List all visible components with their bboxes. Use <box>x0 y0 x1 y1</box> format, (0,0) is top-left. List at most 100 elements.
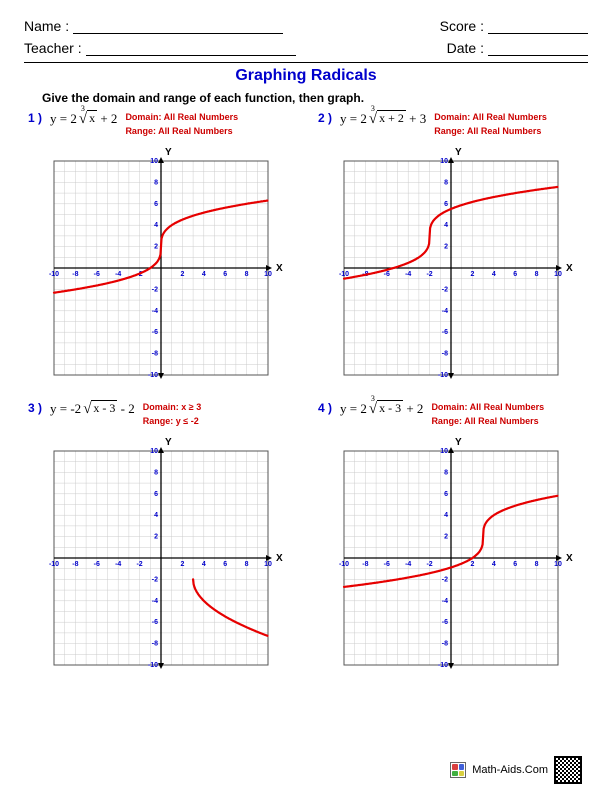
svg-text:8: 8 <box>444 469 448 476</box>
svg-text:-6: -6 <box>442 619 448 626</box>
svg-text:Y: Y <box>455 437 462 448</box>
svg-text:-4: -4 <box>442 308 448 315</box>
svg-text:10: 10 <box>264 271 272 278</box>
svg-text:-2: -2 <box>442 286 448 293</box>
problem-1: 1 ) y = 23√x + 2 Domain: All Real Number… <box>24 111 298 393</box>
name-label: Name : <box>24 18 69 34</box>
svg-text:8: 8 <box>245 561 249 568</box>
svg-text:6: 6 <box>444 491 448 498</box>
svg-text:-6: -6 <box>94 561 100 568</box>
equation: y = 23√x + 2 <box>50 111 117 128</box>
svg-text:2: 2 <box>154 534 158 541</box>
svg-text:-8: -8 <box>152 351 158 358</box>
svg-text:6: 6 <box>154 491 158 498</box>
svg-text:4: 4 <box>202 271 206 278</box>
svg-text:-6: -6 <box>152 329 158 336</box>
svg-text:4: 4 <box>202 561 206 568</box>
graph-2: -10-8-6-4-2246810-10-8-6-4-2246810XY <box>326 143 576 393</box>
svg-text:-2: -2 <box>426 271 432 278</box>
domain-range: Domain: All Real NumbersRange: All Real … <box>431 401 544 428</box>
svg-text:X: X <box>566 553 573 564</box>
svg-text:6: 6 <box>223 561 227 568</box>
svg-text:-6: -6 <box>442 329 448 336</box>
svg-text:8: 8 <box>535 561 539 568</box>
svg-text:-8: -8 <box>152 641 158 648</box>
equation: y = 23√x + 2 + 3 <box>340 111 426 128</box>
svg-text:10: 10 <box>440 158 448 165</box>
svg-text:6: 6 <box>513 271 517 278</box>
svg-text:-8: -8 <box>72 561 78 568</box>
footer-site: Math-Aids.Com <box>472 764 548 776</box>
graph-1: -10-8-6-4-2246810-10-8-6-4-2246810XY <box>36 143 286 393</box>
dice-icon <box>450 762 466 778</box>
svg-text:6: 6 <box>513 561 517 568</box>
svg-text:-4: -4 <box>152 598 158 605</box>
problem-number: 2 ) <box>318 111 332 125</box>
svg-text:10: 10 <box>554 271 562 278</box>
svg-text:10: 10 <box>264 561 272 568</box>
svg-text:-2: -2 <box>152 286 158 293</box>
svg-text:-6: -6 <box>152 619 158 626</box>
equation: y = 23√x - 3 + 2 <box>340 401 423 418</box>
svg-text:2: 2 <box>444 244 448 251</box>
svg-text:-2: -2 <box>426 561 432 568</box>
qr-code-icon <box>554 756 582 784</box>
svg-text:8: 8 <box>154 179 158 186</box>
svg-text:-10: -10 <box>148 662 158 669</box>
svg-text:-2: -2 <box>152 576 158 583</box>
svg-text:X: X <box>276 263 283 274</box>
svg-text:X: X <box>276 553 283 564</box>
date-label: Date : <box>447 40 484 56</box>
score-blank <box>488 33 588 34</box>
svg-text:-10: -10 <box>438 662 448 669</box>
problem-number: 1 ) <box>28 111 42 125</box>
svg-text:-6: -6 <box>384 271 390 278</box>
domain-range: Domain: x ≥ 3Range: y ≤ -2 <box>143 401 201 428</box>
problem-number: 4 ) <box>318 401 332 415</box>
problem-2: 2 ) y = 23√x + 2 + 3 Domain: All Real Nu… <box>314 111 588 393</box>
svg-text:-10: -10 <box>148 372 158 379</box>
svg-text:-10: -10 <box>339 561 349 568</box>
problem-4: 4 ) y = 23√x - 3 + 2 Domain: All Real Nu… <box>314 401 588 683</box>
svg-text:-4: -4 <box>442 598 448 605</box>
teacher-label: Teacher : <box>24 40 82 56</box>
svg-text:4: 4 <box>492 561 496 568</box>
graph-4: -10-8-6-4-2246810-10-8-6-4-2246810XY <box>326 433 576 683</box>
svg-text:6: 6 <box>223 271 227 278</box>
svg-text:-4: -4 <box>405 561 411 568</box>
svg-text:-10: -10 <box>49 271 59 278</box>
svg-text:2: 2 <box>180 271 184 278</box>
domain-range: Domain: All Real NumbersRange: All Real … <box>434 111 547 138</box>
equation: y = -2√x - 3 - 2 <box>50 401 135 418</box>
svg-text:2: 2 <box>154 244 158 251</box>
instruction-text: Give the domain and range of each functi… <box>42 91 588 105</box>
teacher-blank <box>86 55 296 56</box>
footer: Math-Aids.Com <box>450 756 582 784</box>
svg-text:2: 2 <box>444 534 448 541</box>
svg-text:Y: Y <box>165 437 172 448</box>
svg-text:-4: -4 <box>405 271 411 278</box>
svg-text:-8: -8 <box>72 271 78 278</box>
svg-text:2: 2 <box>470 271 474 278</box>
domain-range: Domain: All Real NumbersRange: All Real … <box>125 111 238 138</box>
svg-text:2: 2 <box>180 561 184 568</box>
svg-text:8: 8 <box>444 179 448 186</box>
svg-text:-2: -2 <box>136 561 142 568</box>
svg-text:Y: Y <box>165 147 172 158</box>
svg-text:-10: -10 <box>339 271 349 278</box>
problem-3: 3 ) y = -2√x - 3 - 2 Domain: x ≥ 3Range:… <box>24 401 298 683</box>
score-label: Score : <box>440 18 484 34</box>
svg-text:6: 6 <box>444 201 448 208</box>
svg-text:4: 4 <box>154 222 158 229</box>
svg-text:8: 8 <box>535 271 539 278</box>
svg-text:4: 4 <box>492 271 496 278</box>
svg-text:-4: -4 <box>115 271 121 278</box>
svg-text:2: 2 <box>470 561 474 568</box>
svg-text:-10: -10 <box>49 561 59 568</box>
svg-text:4: 4 <box>154 512 158 519</box>
svg-text:10: 10 <box>150 158 158 165</box>
svg-text:-6: -6 <box>94 271 100 278</box>
svg-text:-8: -8 <box>442 641 448 648</box>
date-blank <box>488 55 588 56</box>
svg-text:10: 10 <box>150 448 158 455</box>
